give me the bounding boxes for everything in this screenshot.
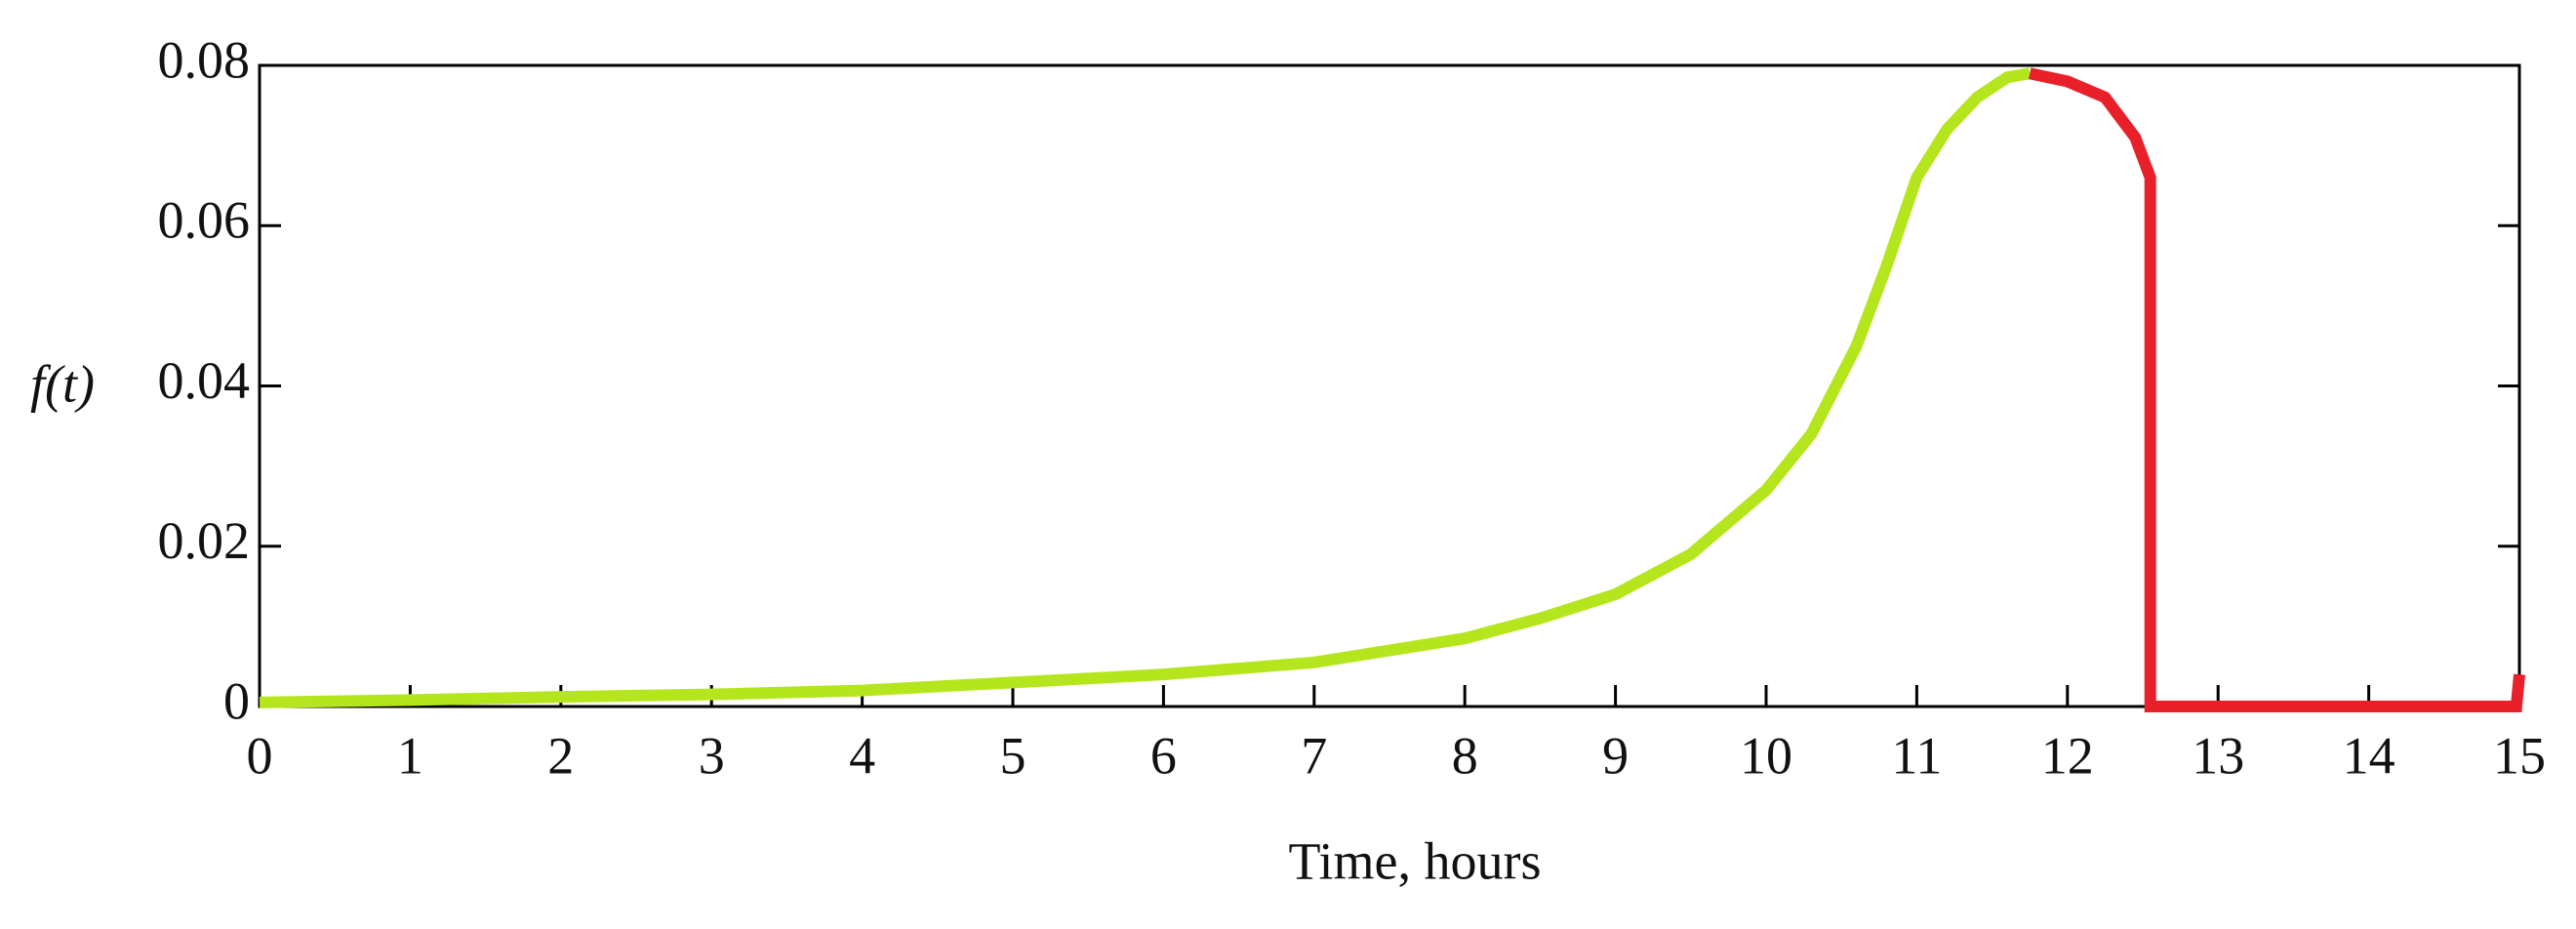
x-tick-label: 7 [1301, 726, 1327, 785]
x-tick-label: 3 [699, 726, 725, 785]
y-tick-label: 0.06 [158, 191, 251, 250]
data-line [2028, 67, 2525, 712]
x-tick-label: 2 [547, 726, 574, 785]
x-tick-label: 8 [1452, 726, 1478, 785]
y-axis-label: f(t) [30, 354, 95, 413]
x-tick-label: 12 [2041, 726, 2094, 785]
y-tick-label: 0.08 [158, 30, 251, 89]
x-tick-label: 0 [247, 726, 273, 785]
y-tick-label: 0 [223, 671, 250, 730]
data-line [259, 67, 2032, 708]
x-tick-label: 5 [1000, 726, 1026, 785]
x-tick-label: 11 [1891, 726, 1942, 785]
x-tick-label: 10 [1740, 726, 1792, 785]
y-tick-label: 0.02 [158, 511, 251, 570]
x-tick-label: 13 [2192, 726, 2244, 785]
x-tick-label: 4 [849, 726, 875, 785]
x-tick-label: 9 [1602, 726, 1629, 785]
plot-frame [258, 63, 2521, 708]
x-tick-label: 6 [1150, 726, 1177, 785]
x-axis-label: Time, hours [1288, 831, 1541, 890]
x-tick-label: 15 [2493, 726, 2546, 785]
x-tick-label: 14 [2343, 726, 2395, 785]
y-tick-label: 0.04 [158, 351, 251, 410]
x-tick-label: 1 [397, 726, 423, 785]
